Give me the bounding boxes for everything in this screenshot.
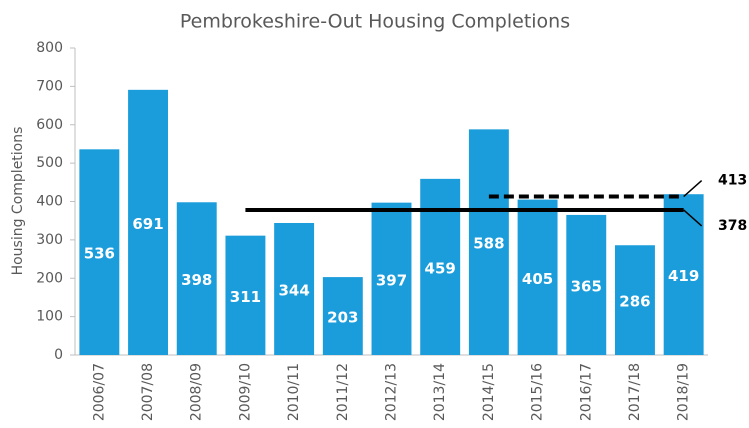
x-tick-label: 2015/16 — [530, 363, 546, 421]
x-tick-label: 2011/12 — [335, 363, 351, 421]
x-tick-label: 2006/07 — [91, 363, 107, 421]
y-tick-label: 0 — [54, 347, 63, 363]
value-label: 286 — [619, 293, 650, 311]
x-tick-label: 2009/10 — [237, 363, 253, 421]
value-label: 344 — [278, 281, 309, 299]
y-tick-label: 300 — [36, 232, 63, 248]
x-tick-label: 2010/11 — [286, 363, 302, 421]
value-label: 397 — [376, 271, 407, 289]
bar — [371, 202, 412, 355]
value-label: 536 — [84, 245, 115, 263]
value-label: 311 — [230, 288, 261, 306]
bar — [274, 222, 315, 355]
y-tick-label: 400 — [36, 194, 63, 210]
bar — [128, 89, 169, 356]
x-tick-label: 2017/18 — [627, 363, 643, 421]
y-tick-label: 800 — [36, 40, 63, 56]
x-tick-label: 2013/14 — [432, 363, 448, 421]
x-tick-label: 2018/19 — [676, 363, 692, 421]
value-label: 588 — [473, 235, 504, 253]
bar — [566, 214, 607, 355]
value-label: 419 — [668, 267, 699, 285]
y-tick-label: 700 — [36, 78, 63, 94]
y-tick-label: 200 — [36, 270, 63, 286]
x-tick-label: 2012/13 — [384, 363, 400, 421]
value-label: 203 — [327, 309, 358, 327]
y-tick-label: 500 — [36, 155, 63, 171]
value-label: 691 — [132, 215, 163, 233]
bar — [517, 199, 558, 355]
bar — [614, 245, 655, 355]
reference-leader — [683, 209, 703, 227]
y-tick-label: 600 — [36, 117, 63, 133]
bar — [322, 277, 363, 355]
x-tick-label: 2007/08 — [140, 363, 156, 421]
y-tick-label: 100 — [36, 309, 63, 325]
bar — [225, 235, 266, 355]
x-tick-label: 2008/09 — [189, 363, 205, 421]
reference-leader — [683, 179, 703, 198]
y-axis-title: Housing Completions — [10, 127, 26, 276]
chart-title: Pembrokeshire-Out Housing Completions — [180, 11, 570, 33]
value-label: 459 — [425, 259, 456, 277]
reference-label: 378 — [718, 218, 747, 234]
bar — [468, 129, 509, 355]
value-label: 405 — [522, 270, 553, 288]
bar — [79, 149, 120, 355]
bar — [176, 202, 217, 355]
value-label: 398 — [181, 271, 212, 289]
reference-label: 413 — [718, 173, 747, 189]
value-label: 365 — [571, 277, 602, 295]
x-tick-label: 2014/15 — [481, 363, 497, 421]
x-tick-label: 2016/17 — [578, 363, 594, 421]
